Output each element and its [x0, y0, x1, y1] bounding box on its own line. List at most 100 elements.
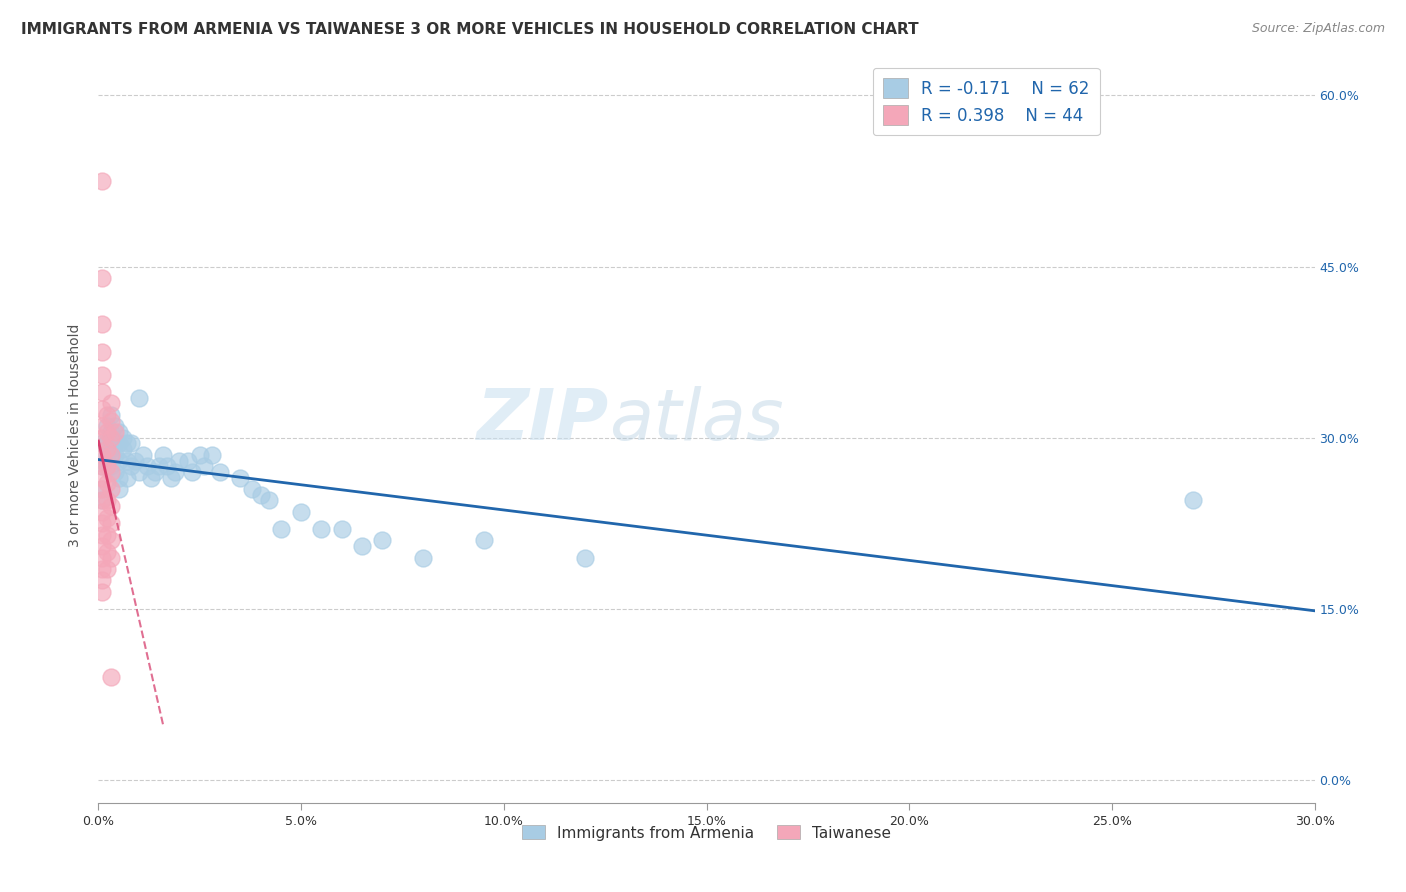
Point [100, 482, 122, 496]
Point [91, 574, 114, 588]
Point [100, 448, 122, 462]
Point [100, 436, 122, 450]
Point [91, 482, 114, 496]
Point [104, 419, 127, 434]
Point [100, 414, 122, 428]
Point [107, 436, 129, 450]
Point [91, 317, 114, 331]
Point [91, 345, 114, 359]
Point [91, 550, 114, 565]
Point [96, 459, 118, 474]
Point [91, 271, 114, 285]
Point [160, 470, 183, 484]
Point [91, 436, 114, 450]
Point [290, 505, 312, 519]
Point [229, 470, 252, 484]
Point [249, 488, 271, 502]
Point [148, 459, 170, 474]
Point [96, 448, 118, 462]
Point [128, 391, 150, 405]
Point [96, 545, 118, 559]
Point [100, 448, 122, 462]
Point [96, 562, 118, 576]
Point [96, 419, 118, 434]
Point [193, 459, 215, 474]
Point [1182, 493, 1205, 508]
Point [136, 459, 159, 474]
Point [100, 516, 122, 531]
Point [91, 419, 114, 434]
Point [96, 408, 118, 422]
Point [104, 465, 127, 479]
Point [96, 493, 118, 508]
Point [152, 448, 174, 462]
Point [107, 425, 129, 439]
Point [91, 482, 114, 496]
Point [96, 425, 118, 439]
Point [100, 465, 122, 479]
Text: Source: ZipAtlas.com: Source: ZipAtlas.com [1251, 22, 1385, 36]
Point [107, 453, 129, 467]
Point [91, 459, 114, 474]
Point [91, 527, 114, 541]
Point [91, 402, 114, 417]
Point [104, 425, 127, 439]
Point [111, 431, 134, 445]
Point [100, 408, 122, 422]
Point [91, 470, 114, 484]
Point [574, 550, 596, 565]
Point [188, 448, 211, 462]
Point [91, 459, 114, 474]
Point [91, 493, 114, 508]
Point [91, 584, 114, 599]
Point [91, 516, 114, 531]
Point [201, 448, 224, 462]
Point [120, 436, 142, 450]
Point [96, 510, 118, 524]
Point [120, 459, 142, 474]
Legend: Immigrants from Armenia, Taiwanese: Immigrants from Armenia, Taiwanese [516, 820, 897, 847]
Point [91, 174, 114, 188]
Point [311, 522, 333, 536]
Point [91, 448, 114, 462]
Text: ZIP: ZIP [477, 385, 609, 455]
Point [91, 539, 114, 553]
Point [100, 499, 122, 513]
Point [96, 442, 118, 456]
Text: IMMIGRANTS FROM ARMENIA VS TAIWANESE 3 OR MORE VEHICLES IN HOUSEHOLD CORRELATION: IMMIGRANTS FROM ARMENIA VS TAIWANESE 3 O… [21, 22, 918, 37]
Point [176, 453, 198, 467]
Text: atlas: atlas [609, 385, 783, 455]
Point [104, 436, 127, 450]
Point [100, 459, 122, 474]
Point [100, 670, 122, 684]
Point [156, 459, 179, 474]
Point [330, 522, 353, 536]
Point [100, 396, 122, 410]
Point [115, 453, 138, 467]
Point [91, 562, 114, 576]
Point [242, 482, 264, 496]
Point [169, 453, 191, 467]
Point [371, 533, 394, 548]
Point [104, 448, 127, 462]
Point [257, 493, 280, 508]
Point [412, 550, 434, 565]
Point [91, 505, 114, 519]
Point [96, 527, 118, 541]
Point [100, 550, 122, 565]
Point [209, 465, 232, 479]
Point [165, 465, 187, 479]
Point [96, 436, 118, 450]
Point [180, 465, 202, 479]
Point [100, 425, 122, 439]
Point [472, 533, 495, 548]
Point [96, 476, 118, 491]
Point [115, 470, 138, 484]
Point [91, 431, 114, 445]
Point [115, 436, 138, 450]
Point [100, 533, 122, 548]
Point [350, 539, 373, 553]
Point [107, 470, 129, 484]
Point [143, 465, 166, 479]
Point [91, 385, 114, 400]
